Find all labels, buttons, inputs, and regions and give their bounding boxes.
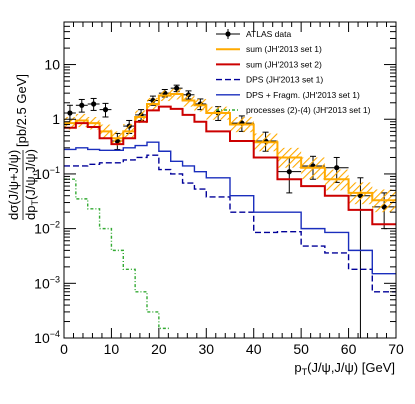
y-axis-title-bottom: dpT(J/ψ,J/ψ) (23, 149, 40, 220)
legend-entry: ATLAS data (216, 29, 291, 39)
series-3 (64, 154, 396, 293)
x-tick-label: 40 (246, 341, 262, 357)
y-tick-label: 10−3 (34, 274, 60, 291)
series-line (64, 141, 396, 275)
data-point (286, 169, 292, 175)
series-4 (64, 141, 396, 275)
legend-marker-point (225, 31, 231, 37)
series-1 (64, 88, 396, 213)
legend-entry: sum (JH'2013 set 2) (216, 59, 322, 69)
x-tick-label: 30 (198, 341, 214, 357)
series-2 (64, 105, 396, 226)
x-tick-label: 10 (104, 341, 120, 357)
y-axis-title-units: [pb/2.5 GeV] (14, 74, 29, 147)
x-tick-label: 20 (151, 341, 167, 357)
plot-area (64, 84, 396, 338)
series-line (64, 178, 171, 330)
legend-entry: processes (2)-(4) (JH'2013 set 1) (216, 105, 371, 115)
y-tick-label: 10−4 (34, 329, 60, 346)
legend-label: DPS + Fragm. (JH'2013 set 1) (246, 90, 360, 100)
y-tick-label: 10−1 (34, 165, 60, 182)
y-axis-title: dσ(J/ψ+J/ψ) dpT(J/ψ,J/ψ) [pb/2.5 GeV] (6, 74, 40, 220)
x-axis-title: pT(J/ψ,J/ψ) [GeV] (294, 360, 395, 377)
x-tick-label: 0 (60, 341, 68, 357)
legend-label: DPS (JH'2013 set 1) (246, 75, 323, 85)
legend-entry: DPS (JH'2013 set 1) (216, 75, 323, 85)
data-point (102, 107, 109, 113)
legend-label: processes (2)-(4) (JH'2013 set 1) (246, 105, 371, 115)
y-tick-label: 10−2 (34, 220, 60, 237)
data-point (79, 102, 85, 108)
legend-label: sum (JH'2013 set 2) (246, 59, 322, 69)
legend: ATLAS data sum (JH'2013 set 1) sum (JH'201… (216, 29, 371, 115)
x-tick-label: 70 (388, 341, 404, 357)
data-point (91, 101, 97, 107)
legend-entry: sum (JH'2013 set 1) (216, 44, 322, 54)
y-tick-label: 10 (44, 57, 60, 73)
y-axis-title-top: dσ(J/ψ+J/ψ) (6, 150, 21, 220)
series-line (64, 154, 396, 293)
legend-label: ATLAS data (246, 29, 291, 39)
data-point (67, 110, 73, 116)
legend-entry: DPS + Fragm. (JH'2013 set 1) (216, 90, 360, 100)
series-line (64, 105, 396, 226)
legend-label: sum (JH'2013 set 1) (246, 44, 322, 54)
x-tick-label: 50 (293, 341, 309, 357)
series-5 (64, 178, 171, 330)
data-point (334, 165, 340, 171)
x-tick-label: 60 (341, 341, 357, 357)
axes: 0 10 20 30 40 50 60 70 10−4 10−3 10−2 10−1 1 10 (34, 21, 404, 357)
plot-frame (63, 21, 397, 339)
y-tick-label: 1 (52, 111, 60, 127)
band-central-line (64, 92, 396, 202)
